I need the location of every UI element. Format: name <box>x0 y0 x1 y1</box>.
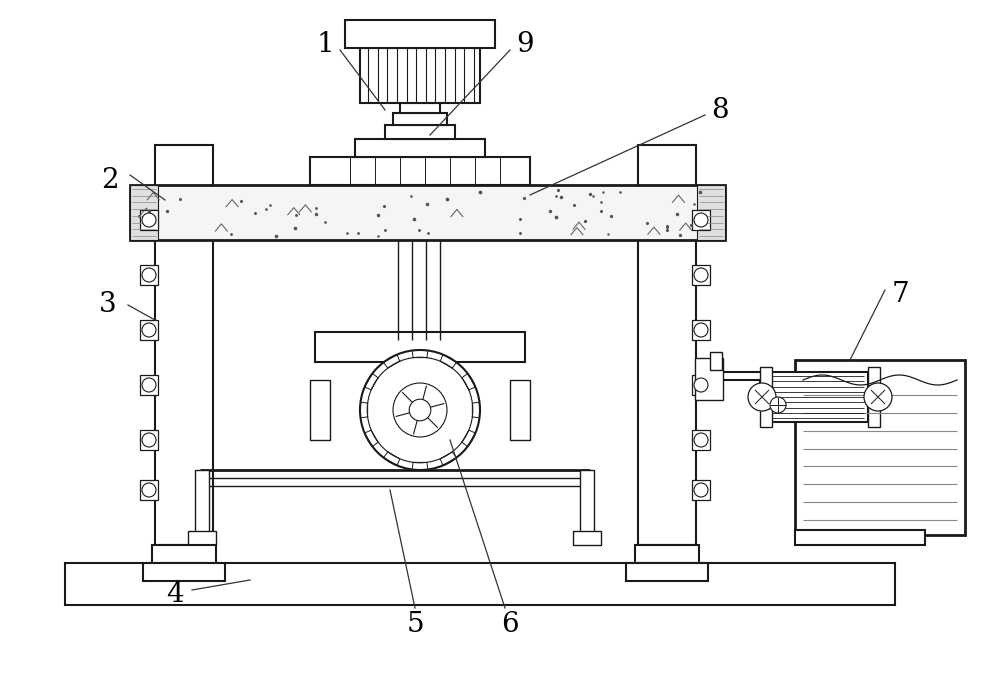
Circle shape <box>142 483 156 497</box>
Bar <box>310 157 530 185</box>
Text: 9: 9 <box>516 32 534 59</box>
Bar <box>65 563 895 605</box>
Circle shape <box>694 378 708 392</box>
Circle shape <box>694 323 708 337</box>
Bar <box>143 563 225 581</box>
Bar <box>195 470 209 535</box>
Bar <box>400 103 440 113</box>
Bar <box>155 145 213 545</box>
Bar <box>355 139 485 157</box>
Circle shape <box>864 383 892 411</box>
Bar <box>692 210 710 230</box>
Bar <box>360 48 480 103</box>
Bar <box>188 531 216 545</box>
Bar <box>310 380 330 440</box>
Bar <box>573 531 601 545</box>
Text: 3: 3 <box>99 291 117 319</box>
Bar <box>140 210 158 230</box>
Bar <box>635 545 699 563</box>
Circle shape <box>694 213 708 227</box>
Bar <box>130 185 725 240</box>
Bar <box>638 145 696 545</box>
Bar <box>315 332 525 362</box>
Bar <box>140 480 158 500</box>
Bar <box>152 545 216 563</box>
Circle shape <box>748 383 776 411</box>
Bar <box>795 360 965 535</box>
Bar <box>140 265 158 285</box>
Bar <box>385 125 455 139</box>
Circle shape <box>142 378 156 392</box>
Circle shape <box>409 400 431 421</box>
Bar <box>140 375 158 395</box>
Bar <box>140 320 158 340</box>
Bar <box>393 113 447 125</box>
Text: 5: 5 <box>406 611 424 638</box>
Bar <box>140 430 158 450</box>
Circle shape <box>694 433 708 447</box>
Circle shape <box>142 213 156 227</box>
Bar <box>692 375 710 395</box>
Circle shape <box>360 350 480 470</box>
Bar <box>795 530 925 545</box>
Bar <box>692 320 710 340</box>
Bar <box>695 358 723 400</box>
Circle shape <box>770 397 786 413</box>
Bar <box>760 367 772 427</box>
Circle shape <box>393 383 447 437</box>
Bar <box>710 352 722 370</box>
Text: 8: 8 <box>711 97 729 124</box>
Circle shape <box>142 323 156 337</box>
Circle shape <box>694 483 708 497</box>
Bar <box>692 265 710 285</box>
Circle shape <box>142 268 156 282</box>
Bar <box>385 362 455 392</box>
Text: 1: 1 <box>316 32 334 59</box>
Bar <box>697 185 725 240</box>
Text: 7: 7 <box>891 282 909 308</box>
Circle shape <box>694 268 708 282</box>
Bar <box>345 20 495 48</box>
Text: 4: 4 <box>166 582 184 609</box>
Bar <box>692 480 710 500</box>
Bar <box>626 563 708 581</box>
Text: 6: 6 <box>501 611 519 638</box>
Bar <box>868 367 880 427</box>
Bar <box>768 372 868 422</box>
Circle shape <box>142 433 156 447</box>
Text: 2: 2 <box>101 166 119 193</box>
Bar <box>510 380 530 440</box>
Bar <box>130 185 158 240</box>
Bar <box>580 470 594 535</box>
Bar <box>692 430 710 450</box>
Circle shape <box>367 357 473 463</box>
